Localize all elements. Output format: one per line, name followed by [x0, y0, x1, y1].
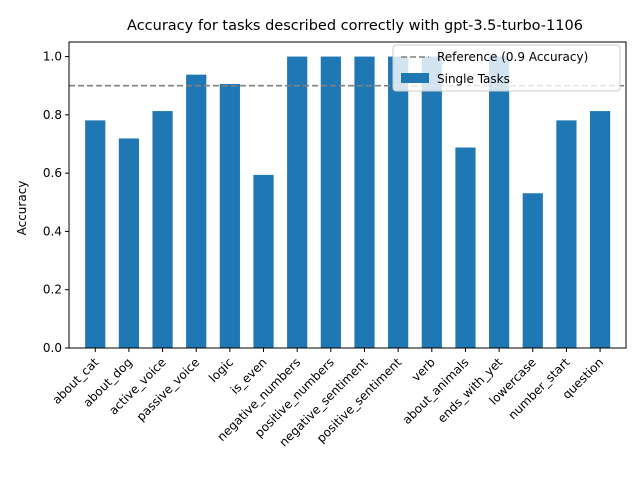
- x-axis: about_catabout_dogactive_voicepassive_vo…: [50, 348, 606, 449]
- legend: Reference (0.9 Accuracy) Single Tasks: [392, 44, 621, 92]
- bar-is_even: [253, 174, 274, 348]
- bar-positive_sentiment: [388, 56, 409, 348]
- legend-label-reference: Reference (0.9 Accuracy): [437, 50, 588, 64]
- y-tick-label: 0.6: [43, 166, 62, 180]
- bar-active_voice: [152, 111, 173, 348]
- legend-box: [392, 44, 621, 92]
- plot-frame: [68, 41, 627, 349]
- bar-number_start: [556, 120, 577, 348]
- y-tick-label: 0.0: [43, 341, 62, 355]
- y-tick-label: 1.0: [43, 50, 62, 64]
- y-axis: 0.0 0.2 0.4 0.6 0.8 1.0: [43, 50, 69, 355]
- y-tick-label: 0.2: [43, 283, 62, 297]
- bar-negative_numbers: [287, 56, 308, 348]
- bar-about_cat: [85, 120, 106, 348]
- bar-about_animals: [455, 147, 476, 348]
- legend-label-single-tasks: Single Tasks: [437, 72, 510, 86]
- chart-title: Accuracy for tasks described correctly w…: [127, 18, 583, 34]
- bar-lowercase: [522, 193, 543, 348]
- bar-positive_numbers: [320, 56, 341, 348]
- bar-negative_sentiment: [354, 56, 375, 348]
- bars-layer: [85, 56, 611, 348]
- y-tick-label: 0.8: [43, 108, 62, 122]
- y-tick-label: 0.4: [43, 224, 62, 238]
- bar-question: [589, 111, 611, 348]
- bar-ends_with_yet: [489, 56, 510, 348]
- bar-passive_voice: [186, 74, 207, 348]
- bar-about_dog: [118, 138, 139, 348]
- bar-verb: [421, 56, 442, 348]
- y-axis-label: Accuracy: [15, 181, 29, 236]
- bar-logic: [219, 83, 240, 348]
- legend-swatch-single-tasks: [401, 73, 429, 83]
- x-tick-label: verb: [409, 355, 438, 384]
- x-tick-label: logic: [206, 355, 236, 385]
